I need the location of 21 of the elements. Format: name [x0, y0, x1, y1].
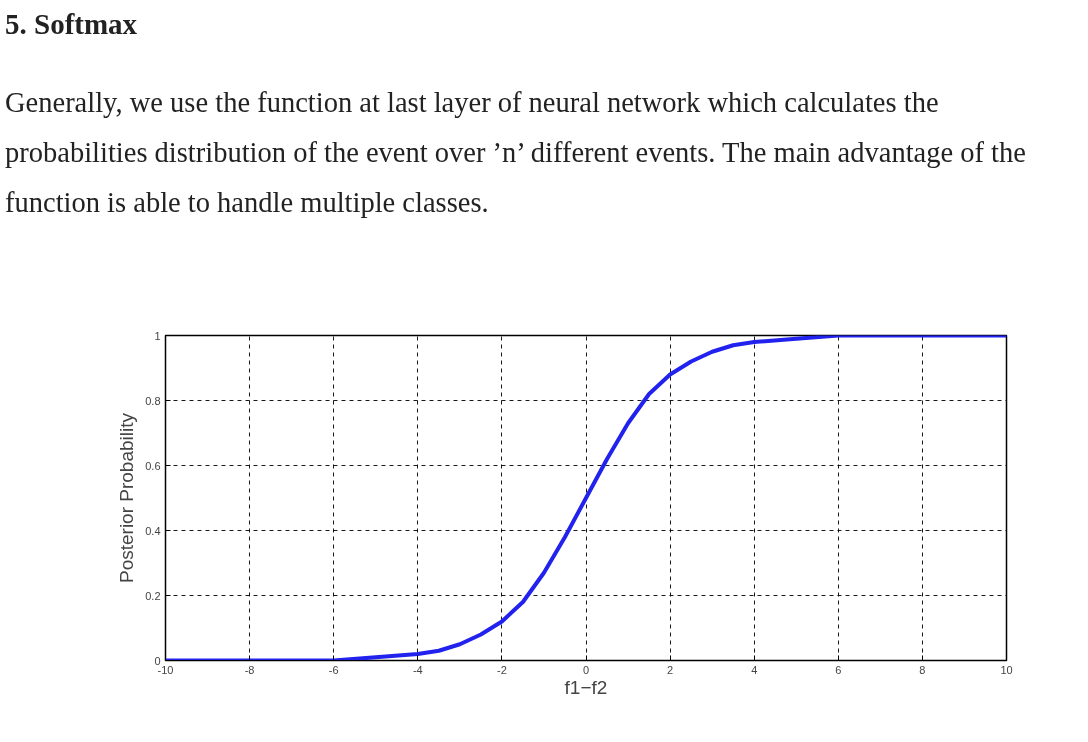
x-axis-title: f1−f2 [564, 676, 608, 698]
y-tick-label: 0 [154, 654, 161, 667]
x-tick-label: 2 [667, 663, 674, 676]
chart-title: 5. Softmax [5, 7, 138, 42]
line-series [165, 335, 1007, 661]
x-tick-label: 0 [582, 663, 590, 676]
y-tick-label: 0.2 [145, 589, 161, 602]
chart-subtitle: Generally, we use the function at last layer of neural network which calculates the probabilities distribution of the event over ’n’ different events. The main advantage of the function is able to handle multiple classes. [5, 86, 1027, 221]
x-tick-label: -4 [412, 663, 423, 676]
x-tick-label: 6 [835, 663, 842, 676]
y-tick-label: 0.4 [145, 524, 161, 537]
x-tick-label: 10 [1000, 663, 1013, 676]
x-tick-label: -8 [244, 663, 255, 676]
x-tick-label: -2 [497, 663, 507, 676]
y-tick-label: 0.8 [145, 394, 161, 407]
x-tick-label: -6 [328, 663, 339, 676]
y-tick-label: 1 [154, 329, 161, 342]
y-tick-label: 0.6 [145, 459, 161, 472]
x-tick-label: 4 [751, 663, 758, 676]
x-tick-label: 8 [919, 663, 926, 676]
y-axis-title: Posterior Probability [116, 412, 138, 584]
